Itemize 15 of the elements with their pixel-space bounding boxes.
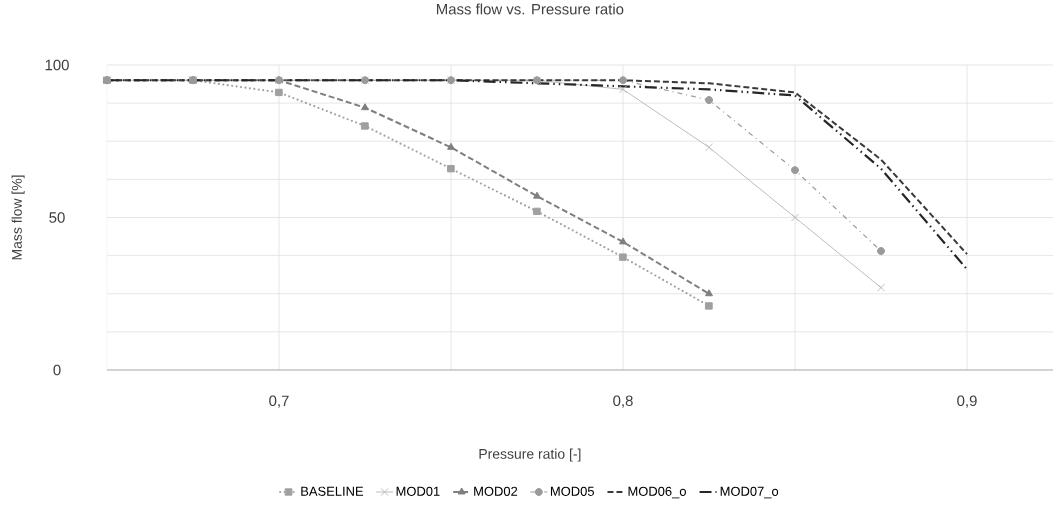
y-axis-title: Mass flow [%] [11,175,25,260]
legend-label: MOD06_o [628,486,686,499]
chart-title: Mass flow vs. Pressure ratio [436,3,624,15]
x-tick-label: 0,7 [269,395,289,408]
x-axis-title: Pressure ratio [-] [479,448,581,462]
y-tick-label: 0 [53,364,61,376]
legend-label: BASELINE [301,486,364,496]
legend-label: MOD02 [474,486,518,496]
y-tick-label: 50 [49,212,65,223]
legend-label: MOD05 [550,486,594,496]
x-tick-label: 0,8 [613,395,633,408]
y-tick-label: 100 [45,59,69,71]
legend-label: MOD01 [396,486,440,496]
legend-label: MOD07_o [720,486,779,499]
x-tick-label: 0,9 [957,395,977,408]
